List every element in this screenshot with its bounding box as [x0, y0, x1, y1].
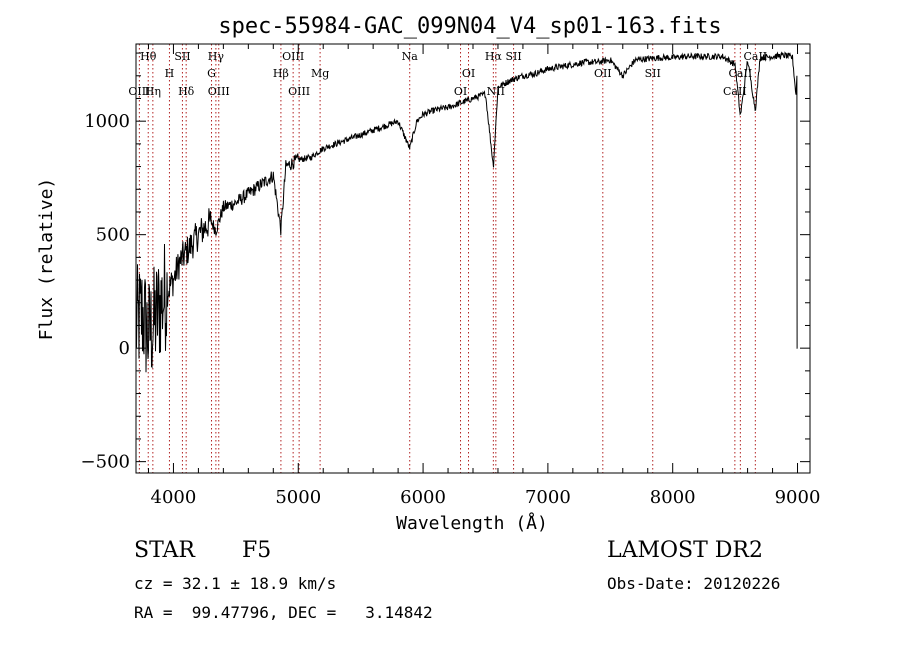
spectral-line-label: OIII [282, 50, 304, 63]
spectral-line-label: CaII [729, 67, 753, 80]
coordinates: RA = 99.47796, DEC = 3.14842 [134, 603, 433, 622]
spectral-line-label: SII [174, 50, 190, 63]
spectral-line-label: SII [645, 67, 661, 80]
spectral-line-label: OI [462, 67, 475, 80]
series-layer [135, 51, 798, 373]
y-axis-label: Flux (relative) [36, 178, 57, 341]
spectral-line-label: CaII [723, 85, 747, 98]
y-tick-label: −500 [81, 452, 130, 473]
spectral-line-label: G [207, 67, 216, 80]
spectral-line-label: Hβ [273, 67, 289, 80]
spectral-line-label: Hθ [140, 50, 157, 63]
x-tick-label: 4000 [151, 487, 197, 508]
spectrum-series-line [135, 51, 798, 373]
spectral-line-label: OII [594, 67, 612, 80]
spectral-line-label: Hδ [178, 85, 195, 98]
y-tick-label: 500 [96, 225, 130, 246]
observation-date: Obs-Date: 20120226 [607, 574, 781, 593]
y-tick-label: 0 [119, 338, 130, 359]
spectral-line-label: OIII [128, 85, 150, 98]
redshift-velocity: cz = 32.1 ± 18.9 km/s [134, 574, 337, 593]
spectral-line-label: Hα [485, 50, 503, 63]
x-axis-label: Wavelength (Å) [396, 512, 548, 534]
x-tick-label: 9000 [775, 487, 821, 508]
object-class: STAR [134, 538, 195, 563]
spectral-line-label: Na [402, 50, 419, 63]
spectral-line-label: Hη [145, 85, 161, 98]
x-tick-label: 6000 [400, 487, 446, 508]
chart-title: spec-55984-GAC_099N04_V4_sp01-163.fits [218, 14, 721, 39]
object-subclass: F5 [242, 538, 272, 563]
axes-layer: 4000 5000 6000 7000 8000 9000 −500 0 500 1000 [81, 43, 821, 508]
x-tick-label: 8000 [650, 487, 696, 508]
x-tick-label: 5000 [275, 487, 321, 508]
spectral-line-label: OIII [208, 85, 230, 98]
plot-frame [135, 43, 811, 474]
spectral-line-label: OIII [288, 85, 310, 98]
spectral-lines-layer: HθOIIIHηSIIHHδHγGOIIIOIIIHβOIIIMgNaOIOIH… [128, 44, 767, 473]
spectral-line-label: OI [454, 85, 467, 98]
spectral-line-label: SII [505, 50, 521, 63]
x-tick-label: 7000 [525, 487, 571, 508]
y-tick-label: 1000 [84, 111, 130, 132]
spectral-line-label: Mg [311, 67, 329, 80]
spectral-line-label: NII [487, 85, 505, 98]
spectral-line-label: H [165, 67, 175, 80]
survey-name: LAMOST DR2 [607, 538, 763, 563]
spectral-line-label: Hγ [208, 50, 225, 63]
